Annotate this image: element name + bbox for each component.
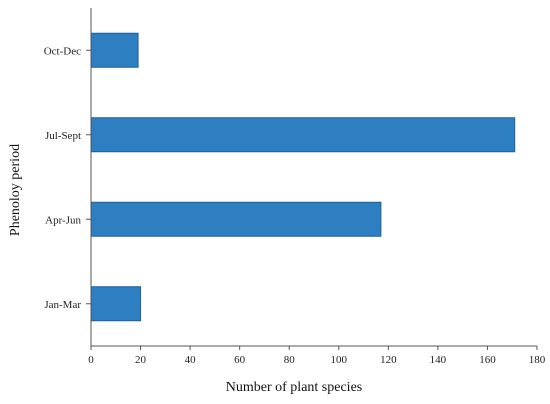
x-tick-label: 40 xyxy=(185,354,197,366)
y-tick-label: Oct-Dec xyxy=(44,45,81,57)
y-tick-label: Jul-Sept xyxy=(45,130,81,142)
x-tick-label: 120 xyxy=(380,354,397,366)
x-tick-label: 60 xyxy=(234,354,246,366)
bars-layer xyxy=(90,32,516,322)
y-tick-label: Jan-Mar xyxy=(44,299,81,311)
x-tick-label: 180 xyxy=(529,354,546,366)
bar-oct-dec xyxy=(90,32,139,68)
x-ticks-layer: 0 20 40 60 80 100 120 140 160 180 xyxy=(88,346,546,366)
bar-apr-jun xyxy=(90,201,382,237)
x-tick-label: 0 xyxy=(88,354,94,366)
y-ticks-layer: Jan-Mar Apr-Jun Jul-Sept Oct-Dec xyxy=(44,45,91,311)
bar-jan-mar xyxy=(90,286,142,322)
x-tick-label: 100 xyxy=(331,354,348,366)
y-axis-title: Phenoloy period xyxy=(8,144,23,236)
x-axis-title: Number of plant species xyxy=(226,380,362,395)
x-tick-label: 80 xyxy=(284,354,296,366)
x-tick-label: 20 xyxy=(135,354,147,366)
y-tick-label: Apr-Jun xyxy=(45,214,81,226)
x-tick-label: 140 xyxy=(430,354,447,366)
bar-jul-sept xyxy=(90,117,516,153)
x-tick-label: 160 xyxy=(479,354,496,366)
